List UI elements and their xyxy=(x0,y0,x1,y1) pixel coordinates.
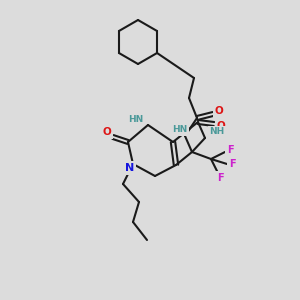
Text: NH: NH xyxy=(209,128,225,136)
Text: O: O xyxy=(217,121,225,131)
Text: N: N xyxy=(125,163,135,173)
Text: O: O xyxy=(214,106,224,116)
Text: HN: HN xyxy=(128,115,144,124)
Text: F: F xyxy=(227,145,233,155)
Text: O: O xyxy=(103,127,111,137)
Text: F: F xyxy=(229,159,235,169)
Text: HN: HN xyxy=(172,125,188,134)
Text: F: F xyxy=(217,173,223,183)
